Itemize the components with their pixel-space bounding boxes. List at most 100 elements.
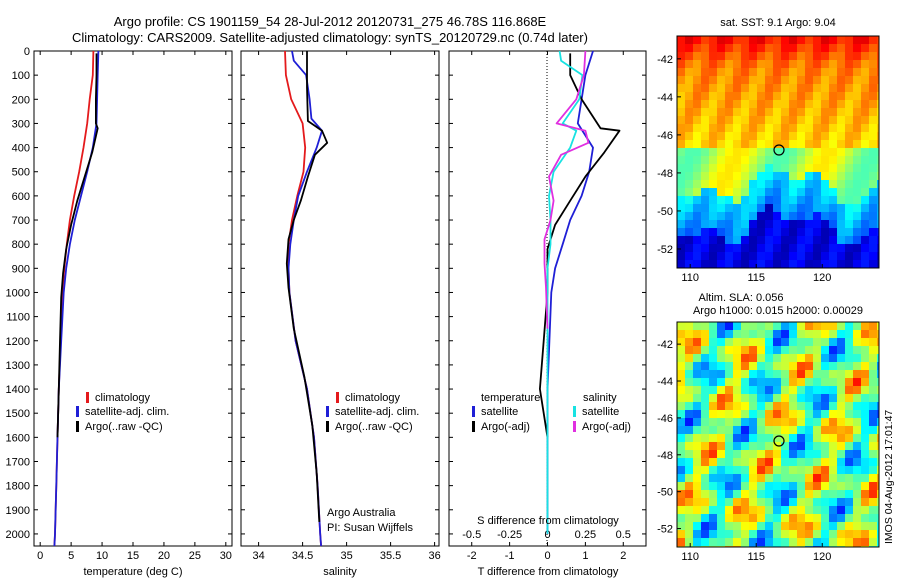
sst-cell [789, 172, 798, 181]
sst-cell [877, 36, 879, 45]
sla-cell [701, 514, 710, 523]
sst-cell [821, 220, 830, 229]
sla-cell [733, 426, 742, 435]
sst-cell [821, 84, 830, 93]
sla-cell [685, 506, 694, 515]
sst-cell [853, 52, 862, 61]
sst-cell [821, 172, 830, 181]
sla-cell [749, 418, 758, 427]
sla-cell [709, 410, 718, 419]
sla-map-title-line1: Altim. SLA: 0.056 [698, 292, 784, 304]
sst-cell [805, 132, 814, 141]
sst-cell [797, 100, 806, 109]
sla-cell [773, 482, 782, 491]
sla-cell [797, 458, 806, 467]
sst-cell [829, 132, 838, 141]
sst-cell [677, 260, 686, 268]
sst-cell [677, 84, 686, 93]
sla-cell [741, 474, 750, 483]
sst-cell [781, 212, 790, 221]
sst-cell [725, 148, 734, 157]
sla-cell [757, 514, 766, 523]
sla-cell [821, 538, 830, 547]
sla-cell [765, 522, 774, 531]
sst-cell [821, 108, 830, 117]
sst-cell [741, 84, 750, 93]
sla-cell [701, 426, 710, 435]
sla-cell [829, 346, 838, 355]
sst-cell [853, 76, 862, 85]
sst-cell [869, 76, 878, 85]
sst-cell [741, 92, 750, 101]
sla-cell [781, 394, 790, 403]
sla-cell [813, 482, 822, 491]
sla-cell [861, 434, 870, 443]
salinity-x-tick-label: 35 [340, 550, 352, 562]
sla-cell [853, 458, 862, 467]
sla-cell [845, 354, 854, 363]
sla-cell [821, 370, 830, 379]
sla-cell [837, 450, 846, 459]
sla-cell [853, 394, 862, 403]
sla-cell [821, 322, 830, 331]
sst-cell [765, 180, 774, 189]
sla-cell [677, 434, 686, 443]
sst-cell [749, 172, 758, 181]
sla-cell [741, 410, 750, 419]
sst-cell [733, 124, 742, 133]
sst-cell [877, 196, 879, 205]
sst-cell [757, 212, 766, 221]
sla-cell [797, 466, 806, 475]
sla-cell [733, 538, 742, 547]
sst-cell [853, 164, 862, 173]
sst-cell [877, 172, 879, 181]
sla-cell [717, 386, 726, 395]
sla-cell [797, 346, 806, 355]
sst-cell [685, 68, 694, 77]
sla-cell [749, 426, 758, 435]
sst-cell [765, 244, 774, 253]
sla-cell [685, 434, 694, 443]
sla-cell [837, 346, 846, 355]
sst-cell [869, 148, 878, 157]
sst-cell [805, 76, 814, 85]
sst-cell [717, 76, 726, 85]
sla-cell [797, 402, 806, 411]
sst-cell [685, 244, 694, 253]
sla-cell [869, 474, 878, 483]
sla-cell [861, 442, 870, 451]
sst-cell [709, 52, 718, 61]
sla-cell [797, 418, 806, 427]
sla-cell [733, 530, 742, 539]
sst-cell [685, 212, 694, 221]
sst-cell [837, 260, 846, 268]
sla-cell [685, 514, 694, 523]
sst-cell [685, 132, 694, 141]
sla-cell [765, 458, 774, 467]
sst-cell [733, 204, 742, 213]
depth-tick-label: 1200 [6, 336, 30, 348]
sla-cell [789, 466, 798, 475]
sla-cell [869, 362, 878, 371]
sst-cell [741, 108, 750, 117]
sla-cell [717, 418, 726, 427]
sla-cell [869, 402, 878, 411]
sst-cell [845, 100, 854, 109]
sst-cell [773, 52, 782, 61]
sst-cell [789, 84, 798, 93]
sla-cell [821, 530, 830, 539]
sst-cell [701, 252, 710, 261]
sla-cell [861, 530, 870, 539]
sla-cell [717, 490, 726, 499]
sla-cell [813, 466, 822, 475]
sla-cell [821, 498, 830, 507]
sst-cell [749, 68, 758, 77]
temperature-lines [53, 50, 100, 547]
sst-cell [821, 68, 830, 77]
sst-cell [757, 92, 766, 101]
sst-cell [701, 60, 710, 69]
salinity-lines [284, 50, 329, 547]
sla-cell [821, 434, 830, 443]
sst-cell [837, 116, 846, 125]
sst-cell [733, 92, 742, 101]
